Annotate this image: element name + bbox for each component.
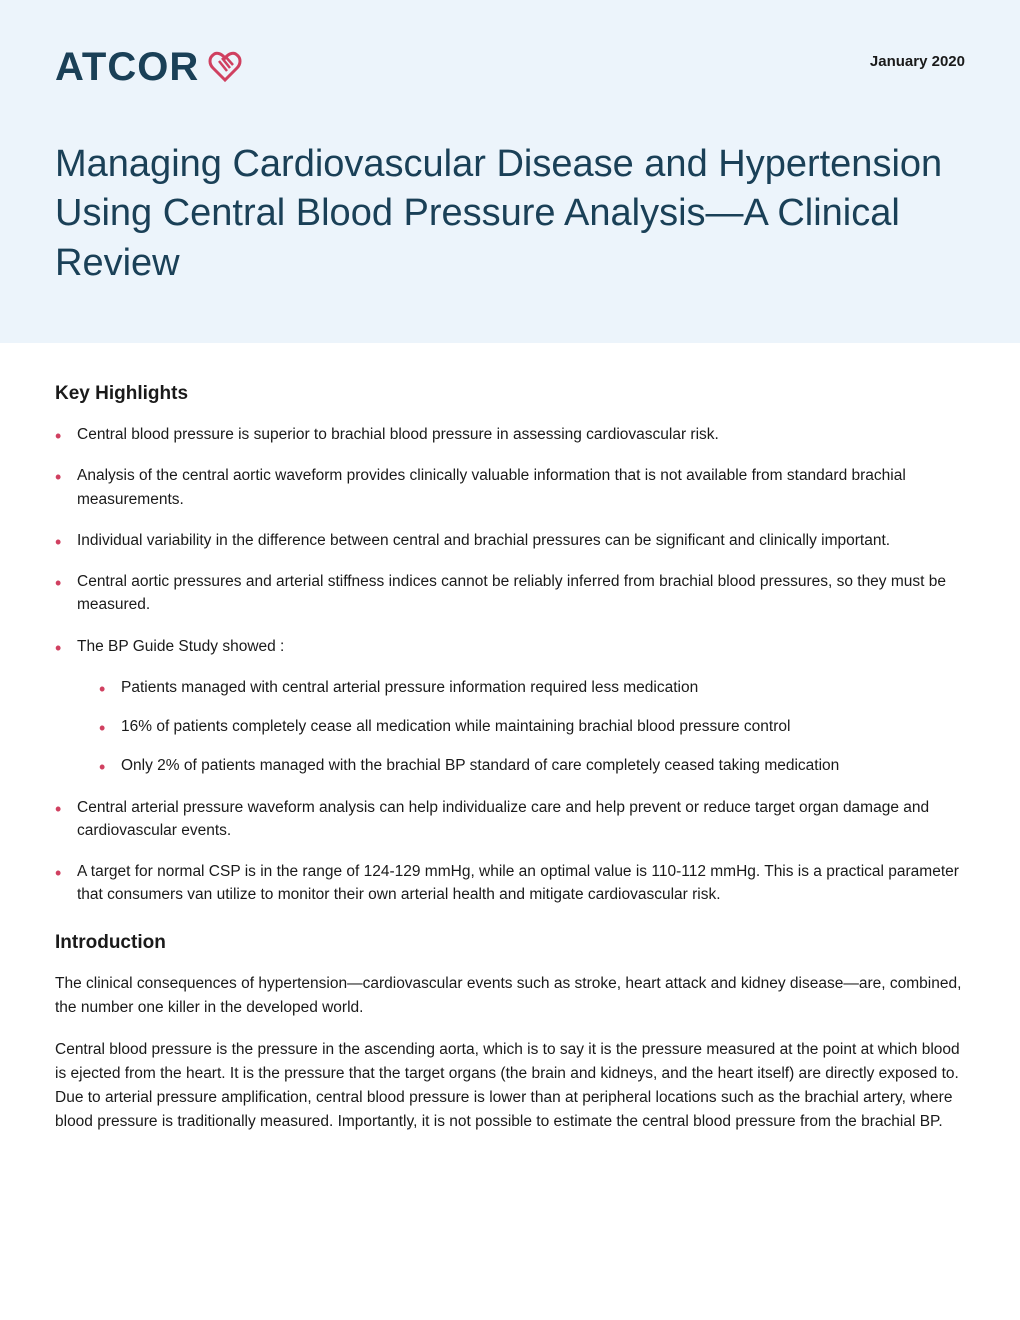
list-item-with-nested: The BP Guide Study showed : Patients man… [55,635,965,778]
header-section: ATCOR January 2020 Managing Cardiovascul… [0,0,1020,343]
list-item: Central aortic pressures and arterial st… [55,570,965,617]
list-item: Central arterial pressure waveform analy… [55,796,965,843]
highlights-list: Central blood pressure is superior to br… [55,423,965,907]
logo-text: ATCOR [55,45,199,90]
nested-list-item: Patients managed with central arterial p… [77,676,965,699]
list-item: Individual variability in the difference… [55,529,965,552]
logo: ATCOR [55,45,243,90]
document-date: January 2020 [870,45,965,70]
nested-list-item: Only 2% of patients managed with the bra… [77,754,965,777]
intro-paragraph: Central blood pressure is the pressure i… [55,1038,965,1134]
introduction-heading: Introduction [55,932,965,954]
document-title: Managing Cardiovascular Disease and Hype… [55,140,965,288]
key-highlights-heading: Key Highlights [55,383,965,405]
list-item: Central blood pressure is superior to br… [55,423,965,446]
heart-icon [207,50,243,86]
introduction-section: Introduction The clinical consequences o… [55,932,965,1134]
content-area: Key Highlights Central blood pressure is… [0,343,1020,1192]
intro-paragraph: The clinical consequences of hypertensio… [55,972,965,1020]
nested-list-item: 16% of patients completely cease all med… [77,715,965,738]
header-top: ATCOR January 2020 [55,45,965,90]
list-item: A target for normal CSP is in the range … [55,860,965,907]
bp-study-intro-text: The BP Guide Study showed : [77,638,284,655]
list-item: Analysis of the central aortic waveform … [55,464,965,511]
nested-list: Patients managed with central arterial p… [77,676,965,778]
